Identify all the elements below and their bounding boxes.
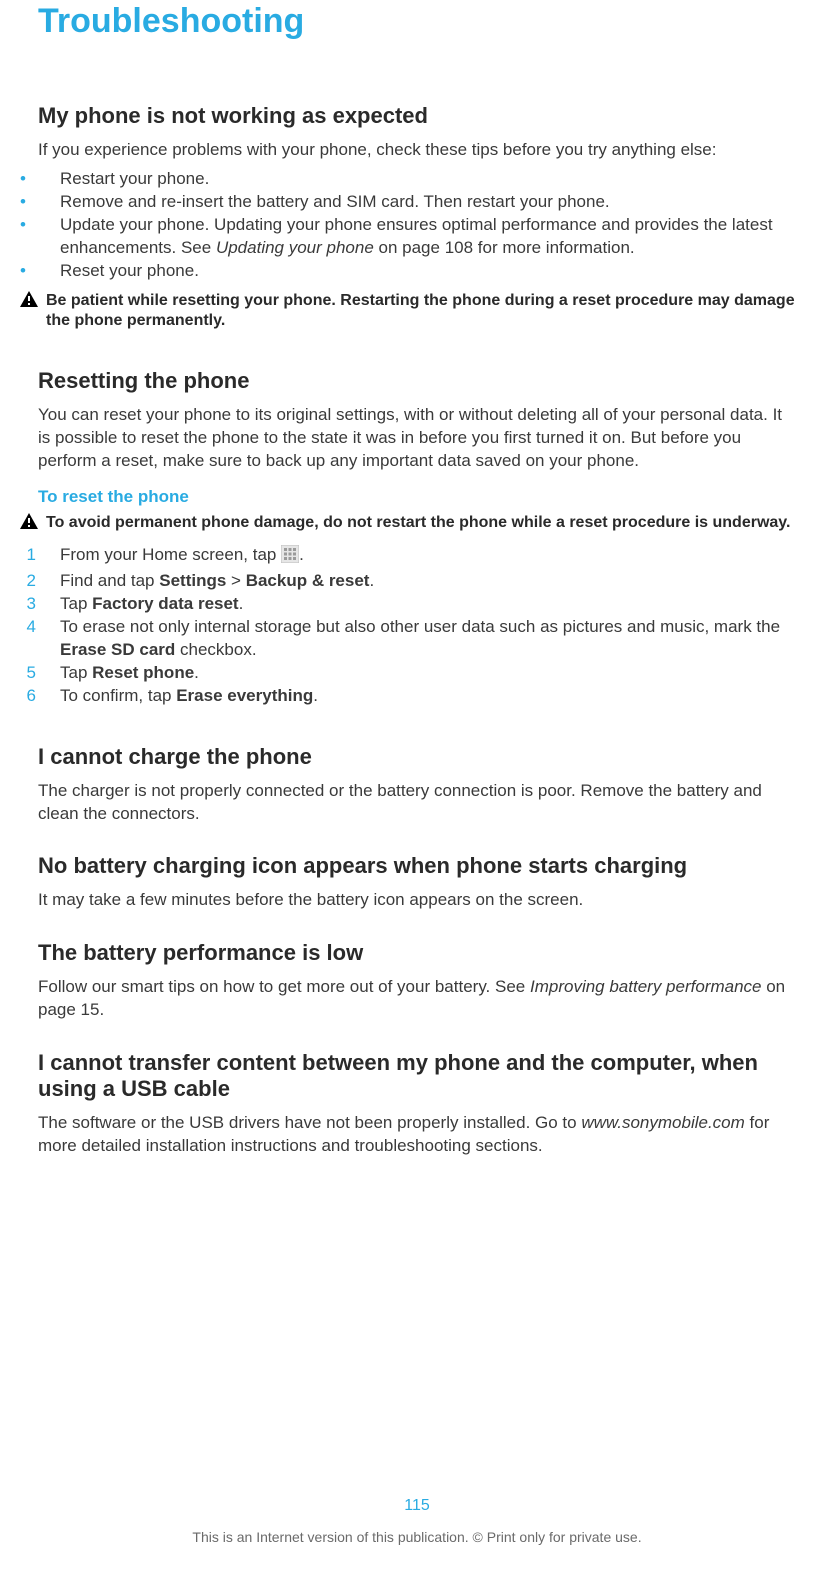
ui-label: Reset phone [92,663,194,682]
ui-label: Settings [159,571,226,590]
heading-battery-low: The battery performance is low [38,940,796,966]
inline-link-text: Updating your phone [216,238,374,257]
section-cannot-charge: I cannot charge the phone The charger is… [38,744,796,826]
page-footer: 115 This is an Internet version of this … [0,1497,834,1545]
body-text: Follow our smart tips on how to get more… [38,976,796,1022]
step-item: Tap Reset phone. [38,662,796,685]
section-usb: I cannot transfer content between my pho… [38,1050,796,1158]
intro-text: If you experience problems with your pho… [38,139,796,162]
step-text: Find and tap [60,571,159,590]
body-text: The charger is not properly connected or… [38,780,796,826]
body-text-part: Follow our smart tips on how to get more… [38,977,530,996]
step-text: To erase not only internal storage but a… [60,617,780,636]
heading-resetting: Resetting the phone [38,368,796,394]
step-text: To confirm, tap [60,686,176,705]
step-text: . [369,571,374,590]
section-not-working: My phone is not working as expected If y… [38,103,796,332]
ui-label: Backup & reset [246,571,370,590]
step-text: checkbox. [175,640,256,659]
step-item: To confirm, tap Erase everything. [38,685,796,708]
inline-url: www.sonymobile.com [581,1113,744,1132]
tips-list: Restart your phone. Remove and re-insert… [38,168,796,283]
step-text: From your Home screen, tap [60,545,281,564]
apps-grid-icon [281,545,299,570]
body-text: You can reset your phone to its original… [38,404,796,473]
step-item: From your Home screen, tap . [38,544,796,570]
page-number: 115 [0,1497,834,1515]
step-text: Tap [60,594,92,613]
ui-label: Erase everything [176,686,313,705]
section-no-icon: No battery charging icon appears when ph… [38,853,796,912]
list-item-text: on page 108 for more information. [374,238,635,257]
step-text: . [194,663,199,682]
page-title: Troubleshooting [38,2,796,41]
section-resetting: Resetting the phone You can reset your p… [38,368,796,707]
heading-usb: I cannot transfer content between my pho… [38,1050,796,1102]
list-item: Reset your phone. [38,260,796,283]
subheading-reset: To reset the phone [38,487,796,507]
heading-no-icon: No battery charging icon appears when ph… [38,853,796,879]
body-text-part: The software or the USB drivers have not… [38,1113,581,1132]
step-text: Tap [60,663,92,682]
warning-row: To avoid permanent phone damage, do not … [38,513,796,534]
step-item: Tap Factory data reset. [38,593,796,616]
step-item: Find and tap Settings > Backup & reset. [38,570,796,593]
warning-text: To avoid permanent phone damage, do not … [46,513,790,534]
section-battery-low: The battery performance is low Follow ou… [38,940,796,1022]
warning-icon [20,513,38,534]
copyright-text: This is an Internet version of this publ… [0,1529,834,1545]
list-item: Restart your phone. [38,168,796,191]
step-text: . [299,545,304,564]
steps-list: From your Home screen, tap . Find and ta… [38,544,796,708]
warning-row: Be patient while resetting your phone. R… [38,291,796,333]
step-text: . [313,686,318,705]
list-item: Remove and re-insert the battery and SIM… [38,191,796,214]
step-text: . [239,594,244,613]
step-text: > [226,571,245,590]
warning-icon [20,291,38,312]
ui-label: Erase SD card [60,640,175,659]
body-text: It may take a few minutes before the bat… [38,889,796,912]
list-item: Update your phone. Updating your phone e… [38,214,796,260]
heading-cannot-charge: I cannot charge the phone [38,744,796,770]
body-text: The software or the USB drivers have not… [38,1112,796,1158]
step-item: To erase not only internal storage but a… [38,616,796,662]
inline-link-text: Improving battery performance [530,977,762,996]
ui-label: Factory data reset [92,594,238,613]
warning-text: Be patient while resetting your phone. R… [46,291,796,333]
heading-not-working: My phone is not working as expected [38,103,796,129]
